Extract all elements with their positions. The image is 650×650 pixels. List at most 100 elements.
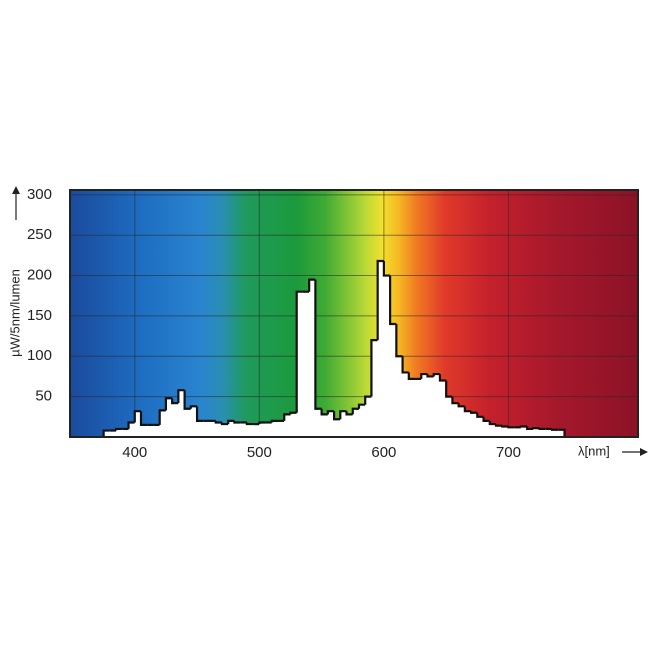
bar (265, 422, 273, 437)
bar (302, 291, 310, 437)
bar (128, 422, 136, 437)
bar-outline (102, 429, 110, 437)
bar-outline (332, 411, 341, 421)
bar (178, 390, 186, 437)
bar-outline (326, 410, 335, 415)
bar (520, 426, 528, 437)
bar-outline (183, 390, 191, 410)
bar-outline (445, 380, 453, 398)
bar-outline (476, 412, 484, 418)
bar-outline (339, 410, 347, 420)
bar-outline (469, 411, 478, 414)
bar (390, 323, 397, 437)
bar (527, 428, 534, 437)
bar (184, 408, 192, 437)
bar-outline (295, 290, 303, 413)
bar-outline (351, 407, 359, 415)
bar-outline (314, 279, 322, 410)
bar-outline (195, 406, 204, 422)
bar (141, 424, 148, 437)
bar-outline (308, 278, 316, 292)
bar-outline (189, 405, 198, 409)
bar-outline (233, 420, 241, 424)
bar-outline (283, 413, 291, 421)
bar (209, 420, 217, 437)
bar (153, 424, 161, 437)
bar-outline (320, 408, 328, 416)
bar-outline (438, 374, 447, 382)
bar (489, 424, 497, 437)
bar (365, 396, 372, 437)
x-axis-arrowhead (640, 448, 648, 456)
bar-outline (482, 416, 490, 422)
bar-outline (171, 398, 179, 405)
bar-outline (127, 421, 135, 429)
bar-outline (382, 261, 391, 277)
bar (402, 372, 410, 437)
bar (371, 340, 379, 437)
bar (352, 408, 360, 437)
bar-outline (538, 427, 546, 431)
bar-outline (401, 356, 409, 374)
bar (496, 425, 503, 437)
bar-outline (519, 425, 528, 428)
bar (358, 404, 366, 437)
bar-outline (357, 403, 366, 409)
bar (408, 378, 416, 437)
bar (458, 406, 466, 437)
bar-outline (270, 419, 279, 423)
bar-outline (364, 395, 372, 405)
bar-outline (227, 419, 235, 425)
bar-outline (164, 397, 173, 411)
y-tick-label: 100 (27, 347, 52, 364)
bar-outline (214, 420, 222, 424)
bar-outline (158, 409, 166, 425)
bar (296, 291, 304, 437)
bar (396, 356, 404, 437)
bar (109, 430, 117, 437)
bar-outline (526, 426, 534, 431)
bar-outline (395, 323, 403, 358)
bar-outline (245, 422, 254, 426)
bar (433, 374, 441, 437)
bar-outline (114, 427, 123, 431)
grid (70, 190, 638, 437)
bar (259, 422, 267, 437)
x-axis-label: λ[nm] (578, 443, 610, 458)
bar-outline (463, 406, 472, 413)
bar (464, 411, 472, 437)
bar (203, 420, 211, 437)
bar-outline (220, 422, 229, 426)
y-tick-label: 250 (27, 226, 52, 243)
bar (309, 279, 316, 437)
bar (471, 412, 478, 437)
bar (452, 403, 460, 437)
bar (558, 429, 566, 437)
bar (446, 396, 453, 437)
bar (271, 420, 279, 437)
bar (159, 410, 167, 437)
bar-outline (507, 426, 515, 429)
bar-outline (177, 389, 185, 404)
bar (197, 420, 204, 437)
bar (240, 422, 248, 437)
bar (228, 420, 235, 437)
plot-frame (69, 189, 639, 438)
bar (545, 428, 553, 437)
bar-outline (376, 259, 384, 341)
bar (533, 428, 541, 437)
bar-outline (345, 411, 353, 416)
bar-outline (488, 420, 496, 426)
bar (508, 427, 516, 437)
bar (234, 422, 242, 437)
bar-outline (501, 425, 509, 428)
bar (147, 424, 154, 437)
y-tick-label: 50 (35, 388, 52, 405)
bar (134, 411, 142, 437)
bar (290, 412, 298, 437)
bar (315, 408, 323, 437)
bar (340, 411, 348, 437)
bar (421, 374, 428, 437)
bar (215, 422, 223, 437)
bar-outline (289, 411, 297, 415)
